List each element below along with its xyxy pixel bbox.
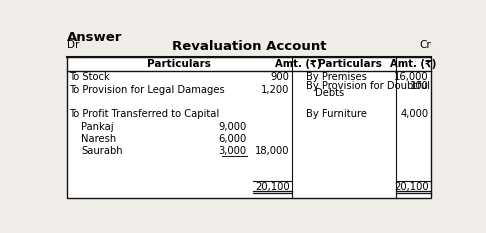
Text: Revaluation Account: Revaluation Account	[172, 40, 326, 52]
Text: Amt. (₹): Amt. (₹)	[390, 59, 436, 69]
Text: 6,000: 6,000	[219, 134, 247, 144]
Text: Dr: Dr	[67, 40, 79, 49]
Text: 900: 900	[271, 72, 289, 82]
Text: 100: 100	[410, 82, 429, 92]
Text: 18,000: 18,000	[255, 146, 289, 156]
Text: By Furniture: By Furniture	[307, 109, 367, 119]
Text: Particulars: Particulars	[147, 59, 211, 69]
Text: To Provision for Legal Damages: To Provision for Legal Damages	[69, 85, 225, 95]
Text: Saurabh: Saurabh	[81, 146, 122, 156]
Text: Pankaj: Pankaj	[81, 122, 114, 131]
Text: 1,200: 1,200	[261, 85, 289, 95]
Text: By Provision for Doubtful: By Provision for Doubtful	[307, 82, 431, 92]
Text: 4,000: 4,000	[401, 109, 429, 119]
Text: Amt. (₹): Amt. (₹)	[275, 59, 321, 69]
Bar	[67, 57, 431, 198]
Text: By Premises: By Premises	[307, 72, 367, 82]
Text: To Stock: To Stock	[69, 72, 110, 82]
Text: 16,000: 16,000	[394, 72, 429, 82]
Text: Debts: Debts	[315, 88, 344, 98]
Text: 20,100: 20,100	[394, 182, 429, 192]
Text: Answer: Answer	[67, 31, 122, 44]
Text: 9,000: 9,000	[219, 122, 247, 131]
Text: Naresh: Naresh	[81, 134, 116, 144]
Text: To Profit Transferred to Capital: To Profit Transferred to Capital	[69, 109, 220, 119]
Text: Particulars: Particulars	[318, 59, 382, 69]
Text: 3,000: 3,000	[219, 146, 247, 156]
Text: Cr: Cr	[419, 40, 431, 49]
Text: 20,100: 20,100	[255, 182, 289, 192]
